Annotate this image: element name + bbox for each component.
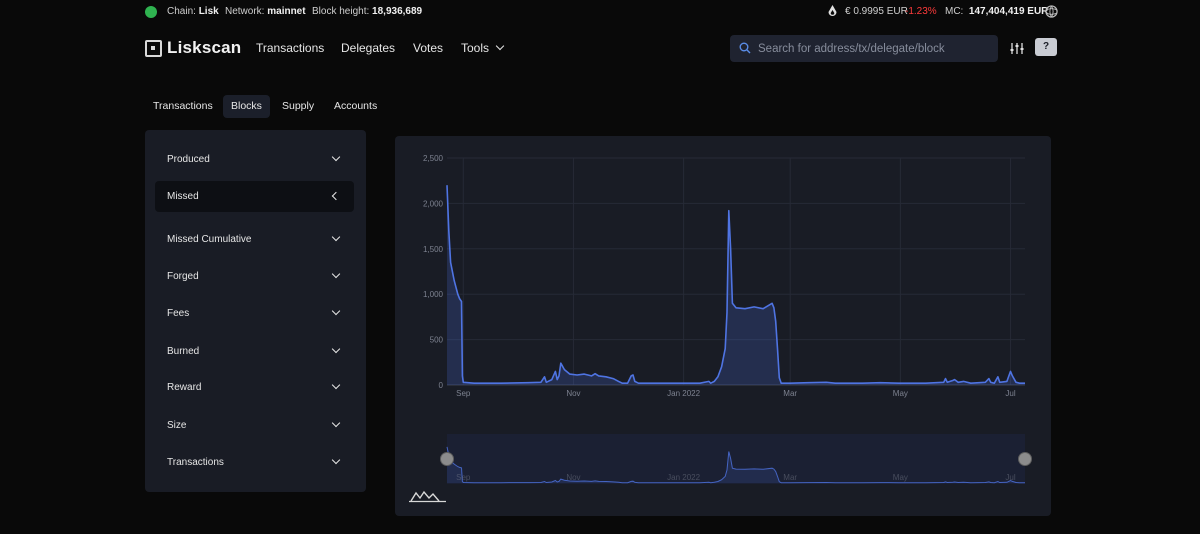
sidebar-item-label: Missed Cumulative — [167, 234, 252, 245]
navigator-x-tick-label: Nov — [566, 473, 580, 482]
y-tick-label: 2,500 — [423, 154, 444, 163]
navigator-x-tick-label: Jan 2022 — [667, 473, 700, 482]
nav-delegates[interactable]: Delegates — [341, 41, 396, 55]
chevron-down-icon — [331, 418, 341, 428]
help-button[interactable]: ? — [1035, 38, 1057, 56]
chevron-left-icon — [331, 191, 341, 201]
logo-icon[interactable] — [145, 40, 162, 57]
sidebar-item-label: Size — [167, 420, 187, 431]
sidebar-item-size[interactable]: Size — [155, 410, 354, 441]
chevron-down-icon — [495, 41, 505, 51]
navigator-selection[interactable] — [447, 434, 1025, 484]
sidebar-item-label: Reward — [167, 382, 202, 393]
globe-icon[interactable] — [1045, 5, 1058, 18]
sidebar-item-label: Missed — [167, 191, 199, 202]
nav-tools[interactable]: Tools — [461, 41, 505, 55]
x-tick-label: Sep — [456, 389, 471, 398]
chain-info: Chain: Lisk — [167, 6, 219, 17]
search-input[interactable] — [758, 35, 994, 62]
navigator-x-tick-label: Jul — [1005, 473, 1015, 482]
x-tick-label: Mar — [783, 389, 797, 398]
tab-accounts[interactable]: Accounts — [334, 100, 378, 112]
network-info: Network: mainnet — [225, 6, 306, 17]
sidebar-item-reward[interactable]: Reward — [155, 372, 354, 403]
settings-sliders-icon[interactable] — [1010, 42, 1024, 55]
sidebar-item-label: Burned — [167, 346, 200, 357]
y-tick-label: 1,500 — [423, 245, 444, 254]
navigator-x-tick-label: Mar — [783, 473, 797, 482]
sidebar-item-label: Transactions — [167, 457, 224, 468]
sidebar-item-burned[interactable]: Burned — [155, 336, 354, 367]
sidebar-item-label: Produced — [167, 154, 210, 165]
sidebar-item-fees[interactable]: Fees — [155, 298, 354, 329]
sidebar-item-produced[interactable]: Produced — [155, 144, 354, 175]
chevron-down-icon — [331, 232, 341, 242]
logo-text[interactable]: Liskscan — [167, 38, 242, 57]
chart-panel: 0 500 1,000 1,500 2,000 2,500 Sep Nov Jan 2022 M… — [395, 136, 1051, 516]
x-tick-label: Jan 2022 — [667, 389, 700, 398]
nav-tools-label: Tools — [461, 41, 490, 55]
status-dot — [145, 6, 157, 18]
price-value: € 0.9995 EUR — [845, 6, 908, 17]
metrics-sidebar: Produced Missed Missed Cumulative Forged… — [145, 130, 366, 492]
navigator-series-area — [447, 446, 1025, 483]
sidebar-item-forged[interactable]: Forged — [155, 261, 354, 292]
sidebar-item-label: Fees — [167, 308, 190, 319]
chevron-down-icon — [331, 380, 341, 390]
navigator-left-handle[interactable] — [440, 452, 454, 466]
y-tick-label: 0 — [439, 381, 444, 390]
chevron-down-icon — [331, 455, 341, 465]
navigator-x-tick-label: Sep — [456, 473, 471, 482]
lisk-drop-icon — [828, 5, 837, 16]
search-icon — [739, 42, 751, 54]
chevron-down-icon — [331, 306, 341, 316]
sidebar-item-missed[interactable]: Missed — [155, 181, 354, 212]
series-line — [446, 185, 1025, 384]
y-tick-label: 2,000 — [423, 199, 444, 208]
chevron-down-icon — [331, 269, 341, 279]
status-bar: Chain: Lisk Network: mainnet Block heigh… — [0, 0, 1200, 24]
chart-mini-logo-icon — [409, 490, 446, 503]
sidebar-item-missed-cumulative[interactable]: Missed Cumulative — [155, 224, 354, 255]
chevron-down-icon — [331, 344, 341, 354]
x-tick-label: Jul — [1005, 389, 1015, 398]
search-bar[interactable] — [730, 35, 998, 62]
y-tick-label: 500 — [430, 336, 444, 345]
sidebar-item-transactions[interactable]: Transactions — [155, 447, 354, 478]
navigator-x-tick-label: May — [893, 473, 908, 482]
tab-transactions[interactable]: Transactions — [153, 100, 213, 112]
nav-votes[interactable]: Votes — [413, 41, 444, 55]
y-tick-label: 1,000 — [423, 290, 444, 299]
block-height-info: Block height: 18,936,689 — [312, 6, 423, 17]
x-tick-label: Nov — [566, 389, 580, 398]
navigator-series-line — [446, 446, 1025, 484]
chevron-down-icon — [331, 152, 341, 162]
market-cap-info: MC: 147,404,419 EUR — [945, 6, 1049, 17]
x-tick-label: May — [893, 389, 908, 398]
tab-blocks[interactable]: Blocks — [223, 95, 270, 118]
sidebar-item-label: Forged — [167, 271, 199, 282]
navigator-right-handle[interactable] — [1018, 452, 1032, 466]
missed-blocks-chart[interactable]: 0 500 1,000 1,500 2,000 2,500 Sep Nov Jan 2022 M… — [395, 136, 1051, 516]
nav-transactions[interactable]: Transactions — [256, 41, 325, 55]
tab-supply[interactable]: Supply — [282, 100, 315, 112]
price-change: -1.23% — [905, 6, 937, 17]
series-area — [447, 185, 1025, 385]
